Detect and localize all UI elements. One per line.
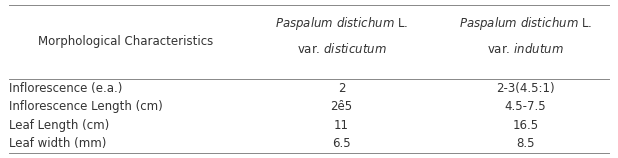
Text: Leaf Length (cm): Leaf Length (cm) [9,119,109,132]
Text: 11: 11 [334,119,349,132]
Text: 8.5: 8.5 [516,137,535,150]
Text: $\it{Paspalum\ distichum}$ L.: $\it{Paspalum\ distichum}$ L. [275,15,408,32]
Text: var. $\it{indutum}$: var. $\it{indutum}$ [487,42,564,56]
Text: $\it{Paspalum\ distichum}$ L.: $\it{Paspalum\ distichum}$ L. [459,15,592,32]
Text: Leaf width (mm): Leaf width (mm) [9,137,107,150]
Text: var. $\it{disticutum}$: var. $\it{disticutum}$ [297,42,386,56]
Text: 2: 2 [337,82,345,95]
Text: 6.5: 6.5 [332,137,351,150]
Text: 2-3(4.5:1): 2-3(4.5:1) [496,82,554,95]
Text: 2ȇ5: 2ȇ5 [331,100,352,113]
Text: 4.5-7.5: 4.5-7.5 [504,100,546,113]
Text: Inflorescence (e.a.): Inflorescence (e.a.) [9,82,122,95]
Text: Inflorescence Length (cm): Inflorescence Length (cm) [9,100,163,113]
Text: Morphological Characteristics: Morphological Characteristics [38,35,213,48]
Text: 16.5: 16.5 [512,119,538,132]
